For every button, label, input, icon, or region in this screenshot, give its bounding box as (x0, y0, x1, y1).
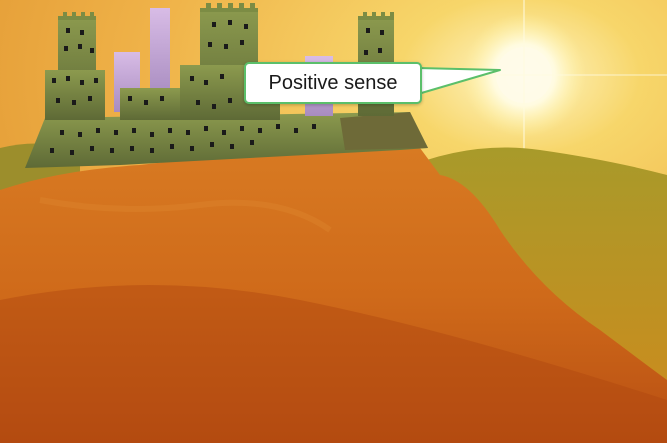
castle-windows (50, 20, 386, 155)
castle-base-wall (25, 112, 428, 168)
callout-label: Positive sense (268, 71, 398, 94)
castle-rock-wall (340, 112, 428, 150)
tower-left-base (45, 70, 105, 120)
crenellation-center (200, 3, 258, 12)
crenellation-right (358, 12, 394, 20)
crenellation-left (58, 12, 96, 20)
positive-sense-callout: Positive sense (244, 62, 422, 104)
pink-tower-tall (150, 8, 170, 98)
wall-mid (120, 88, 180, 120)
near-hill (0, 148, 667, 443)
hill-texture (39, 197, 332, 233)
hill-shadow (0, 285, 667, 443)
